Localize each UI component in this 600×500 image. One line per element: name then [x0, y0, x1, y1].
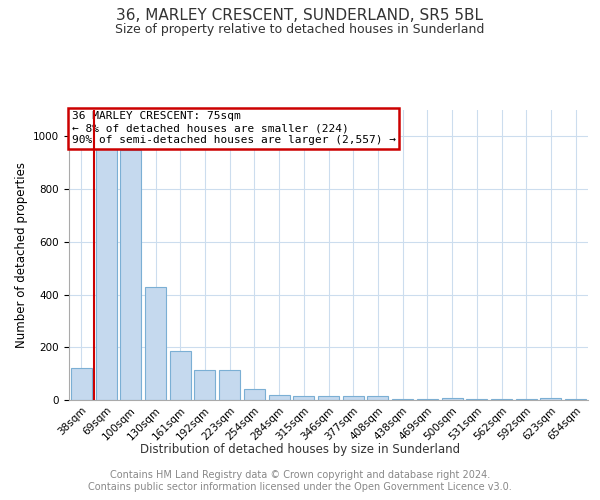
Bar	[293, 396, 314, 400]
Bar	[120, 150, 141, 400]
Bar	[392, 399, 413, 400]
Bar	[417, 399, 438, 400]
Bar	[442, 398, 463, 400]
Bar	[318, 396, 339, 400]
Text: Distribution of detached houses by size in Sunderland: Distribution of detached houses by size …	[140, 442, 460, 456]
Bar	[541, 398, 562, 400]
Text: Size of property relative to detached houses in Sunderland: Size of property relative to detached ho…	[115, 22, 485, 36]
Text: Contains public sector information licensed under the Open Government Licence v3: Contains public sector information licen…	[88, 482, 512, 492]
Text: 36, MARLEY CRESCENT, SUNDERLAND, SR5 5BL: 36, MARLEY CRESCENT, SUNDERLAND, SR5 5BL	[116, 8, 484, 22]
Y-axis label: Number of detached properties: Number of detached properties	[14, 162, 28, 348]
Bar	[145, 286, 166, 400]
Bar	[244, 390, 265, 400]
Bar	[491, 399, 512, 400]
Bar	[269, 396, 290, 400]
Bar	[343, 396, 364, 400]
Bar	[516, 399, 537, 400]
Bar	[367, 396, 388, 400]
Text: Contains HM Land Registry data © Crown copyright and database right 2024.: Contains HM Land Registry data © Crown c…	[110, 470, 490, 480]
Bar	[95, 147, 116, 400]
Bar	[219, 370, 240, 400]
Bar	[565, 399, 586, 400]
Bar	[466, 399, 487, 400]
Text: 36 MARLEY CRESCENT: 75sqm
← 8% of detached houses are smaller (224)
90% of semi-: 36 MARLEY CRESCENT: 75sqm ← 8% of detach…	[71, 112, 395, 144]
Bar	[71, 368, 92, 400]
Bar	[194, 370, 215, 400]
Bar	[170, 351, 191, 400]
